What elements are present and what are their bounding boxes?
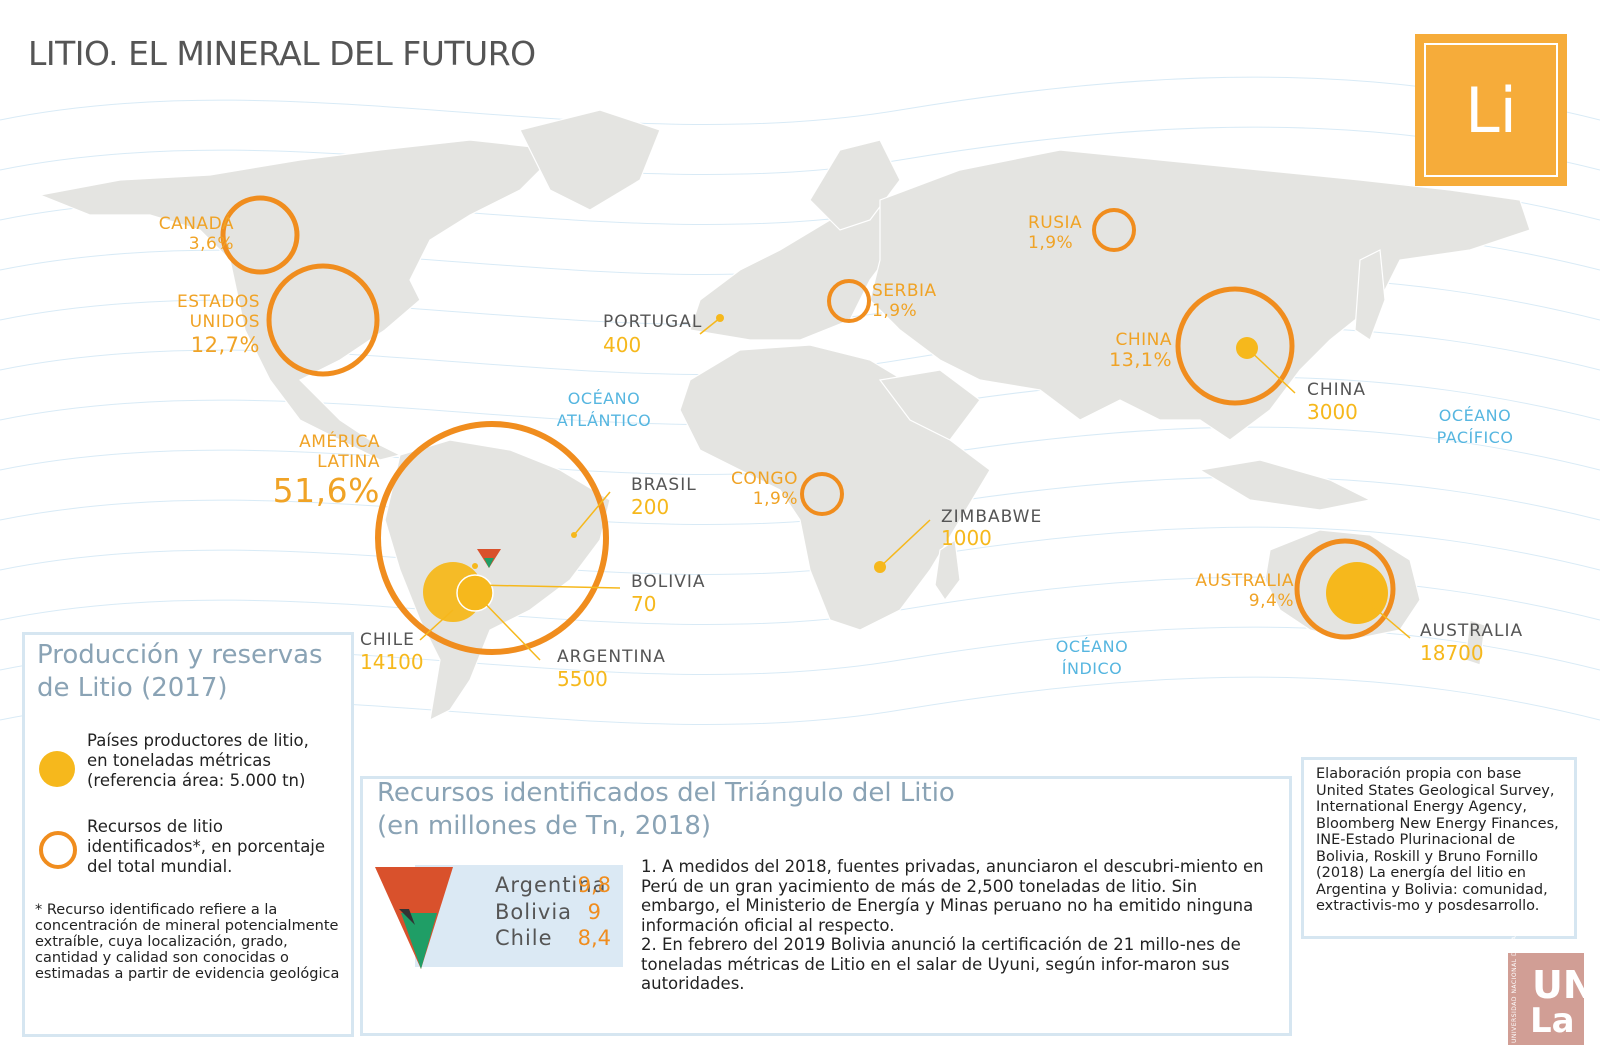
arabia-shape	[878, 369, 981, 441]
prod-value-australia: 18700	[1420, 641, 1484, 665]
ring-canada	[220, 195, 300, 275]
logo-line-1: UN	[1532, 963, 1595, 1007]
tri-name-argentina: Argentina	[495, 873, 607, 897]
ring-serbia	[827, 279, 871, 323]
prod-name-chile: CHILE	[360, 630, 415, 650]
ring-latin-america	[375, 421, 609, 655]
tri-value-argentina: 9,8	[577, 873, 611, 897]
ring-australia	[1294, 538, 1396, 640]
label-canada: CANADÁ 3,6%	[158, 214, 234, 254]
scandinavia-shape	[809, 139, 901, 231]
label-serbia: SERBIA 1,9%	[872, 281, 937, 321]
ring-russia	[1092, 208, 1136, 252]
label-congo: CONGO 1,9%	[730, 469, 798, 509]
new-zealand-shape	[1464, 619, 1486, 666]
indonesia-shape	[1198, 459, 1372, 511]
ring-china	[1175, 286, 1295, 406]
legend-production-dot-icon	[39, 751, 75, 787]
prod-value-chile: 14100	[360, 650, 424, 674]
triangle-notes: 1. A medidos del 2018, fuentes privadas,…	[641, 857, 1281, 994]
source-panel: Elaboración propia con base United State…	[1301, 757, 1577, 939]
asia-shape	[869, 149, 1531, 441]
map-lithium-triangle	[477, 549, 501, 568]
ring-congo	[800, 472, 844, 516]
north-america-shape	[37, 139, 562, 461]
tri-value-bolivia: 9	[587, 900, 601, 924]
prod-name-brasil: BRASIL	[631, 475, 697, 495]
triangle-title: Recursos identificados del Triángulo del…	[377, 778, 955, 841]
south-america-shape	[384, 439, 611, 722]
prod-name-argentina: ARGENTINA	[557, 647, 666, 667]
prod-value-zimbabwe: 1000	[941, 526, 992, 550]
source-text: Elaboración propia con base United State…	[1316, 766, 1559, 914]
label-australia-resources: AUSTRALIA 9,4%	[1195, 571, 1294, 611]
tri-value-chile: 8,4	[577, 926, 611, 950]
tri-name-bolivia: Bolivia	[495, 900, 573, 924]
prod-value-argentina: 5500	[557, 667, 608, 691]
ocean-atlantic: OCÉANO ATLÁNTICO	[556, 389, 652, 430]
label-china-resources: CHINA 13,1%	[1109, 330, 1172, 371]
lithium-triangle-panel: Recursos identificados del Triángulo del…	[360, 776, 1292, 1036]
prod-name-bolivia: BOLIVIA	[631, 572, 706, 592]
note-2: 2. En febrero del 2019 Bolivia anunció l…	[641, 935, 1241, 993]
ocean-pacific: OCÉANO PACÍFICO	[1436, 406, 1514, 447]
resource-rings	[220, 195, 1396, 655]
unla-logo: UNIVERSIDAD NACIONAL DE LANÚS UN La	[1508, 921, 1595, 1045]
note-1: 1. A medidos del 2018, fuentes privadas,…	[641, 857, 1264, 935]
leader-lines	[419, 317, 1411, 661]
prod-value-brasil: 200	[631, 495, 670, 519]
legend-footnote: * Recurso identificado refiere a la conc…	[35, 902, 340, 982]
triangle-table: Argentina 9,8 Bolivia 9 Chile 8,4	[415, 865, 623, 967]
prod-name-china: CHINA	[1307, 380, 1367, 400]
legend-title: Producción y reservas de Litio (2017)	[37, 640, 323, 703]
lithium-element-box: Li	[1415, 34, 1567, 186]
ocean-indian: OCÉANO ÍNDICO	[1055, 637, 1129, 678]
ring-usa	[266, 263, 380, 377]
prod-value-bolivia: 70	[631, 592, 657, 616]
japan-shape	[1354, 249, 1386, 341]
page-title: LITIO. EL MINERAL DEL FUTURO	[28, 34, 536, 73]
greenland-shape	[519, 109, 661, 211]
dot-bolivia	[472, 563, 478, 569]
legend-panel: Producción y reservas de Litio (2017) Paí…	[22, 632, 354, 1037]
tri-name-chile: Chile	[495, 926, 553, 950]
logo-side-text: UNIVERSIDAD NACIONAL DE LANÚS	[1511, 921, 1518, 1043]
label-latin-america: AMÉRICA LATINA 51,6%	[272, 432, 380, 510]
prod-name-portugal: PORTUGAL	[603, 312, 703, 332]
legend-production-text: Países productores de litio, en toneladas…	[87, 731, 309, 790]
label-russia: RUSIA 1,9%	[1028, 213, 1083, 253]
prod-value-portugal: 400	[603, 333, 642, 357]
legend-resource-ring-icon	[39, 831, 77, 869]
legend-resources-text: Recursos de litio identificados*, en porc…	[87, 817, 326, 876]
lithium-triangle-graphic	[375, 867, 453, 969]
element-symbol: Li	[1465, 74, 1517, 147]
madagascar-shape	[934, 538, 961, 602]
prod-value-china: 3000	[1307, 400, 1358, 424]
prod-name-zimbabwe: ZIMBABWE	[941, 507, 1043, 527]
label-usa: ESTADOS UNIDOS 12,7%	[177, 292, 260, 357]
prod-name-australia: AUSTRALIA	[1420, 621, 1524, 641]
logo-line-2: La	[1530, 1001, 1575, 1041]
